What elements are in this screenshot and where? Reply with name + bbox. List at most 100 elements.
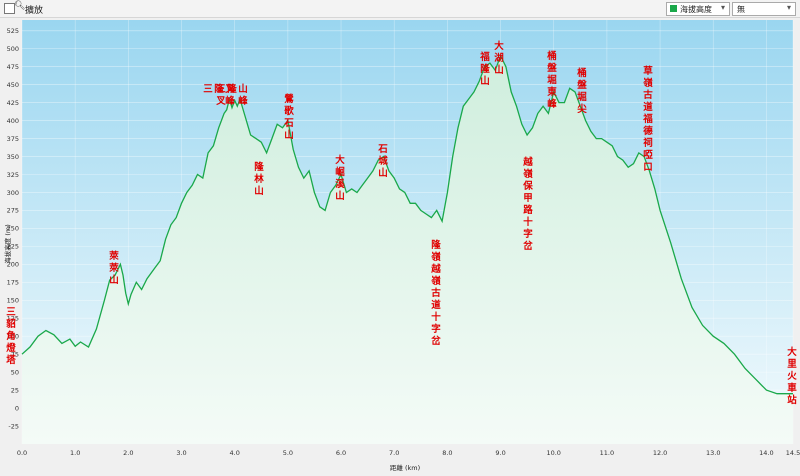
y-tick-label: 250 xyxy=(7,225,19,233)
y-tick-label: 525 xyxy=(7,27,19,35)
annotation-char: 十 xyxy=(431,311,441,323)
y-tick-label: 300 xyxy=(7,189,19,197)
y-tick-label: 500 xyxy=(7,45,19,53)
annotation-char: 甲 xyxy=(523,193,533,204)
annotation-char: 越 xyxy=(522,156,533,168)
y-tick-label: 375 xyxy=(7,135,19,143)
x-tick-label: 4.0 xyxy=(230,449,240,457)
elevation-area xyxy=(22,55,793,445)
x-tick-label: 11.0 xyxy=(600,449,614,457)
annotation-char: 隆 xyxy=(431,239,441,251)
annotation-char: 山 xyxy=(494,64,504,76)
annotation-char: 車 xyxy=(787,382,797,394)
zoom-label: 擴放 xyxy=(25,6,44,16)
x-axis-title: 距離 (km) xyxy=(390,463,420,472)
elevation-line xyxy=(21,54,793,395)
series-select-value: 海拔高度 xyxy=(680,5,712,14)
annotation-char: 十 xyxy=(523,216,533,228)
x-tick-label: 8.0 xyxy=(442,449,452,457)
annotation-char: 盤 xyxy=(576,79,587,91)
annotation-char: 火 xyxy=(787,371,797,382)
annotation-char: 大 xyxy=(494,40,504,52)
y-tick-label: 100 xyxy=(7,333,19,341)
annotation-char: 堀 xyxy=(547,74,557,86)
annotation-char: 峰 xyxy=(225,95,235,107)
annotation-char: 萊 xyxy=(108,262,119,274)
annotation-label: 石城山 xyxy=(377,144,388,179)
annotation-char: 山 xyxy=(378,167,388,179)
annotation-char: 鶯 xyxy=(284,93,294,105)
chevron-down-icon: ▾ xyxy=(786,3,791,12)
annotation-char: 貂 xyxy=(5,318,16,330)
annotation-char: 角 xyxy=(6,330,16,342)
annotation-char: 道 xyxy=(431,299,441,311)
annotation-label: 福隆山 xyxy=(479,51,490,87)
x-tick-label: 12.0 xyxy=(653,449,667,457)
annotation-char: 三 xyxy=(216,84,226,95)
annotation-char: 三 xyxy=(6,307,16,318)
x-tick-label: 7.0 xyxy=(389,449,399,457)
annotation-char: 山 xyxy=(335,190,345,202)
annotation-char: 湖 xyxy=(494,52,504,64)
y-tick-label: 350 xyxy=(7,153,19,161)
annotation-char: 東 xyxy=(546,86,557,98)
annotation-char: 嶺 xyxy=(430,275,441,287)
y-tick-label: 75 xyxy=(11,350,19,358)
secondary-select[interactable]: 無 ▾ xyxy=(732,2,796,16)
annotation-char: 里 xyxy=(787,359,797,370)
y-tick-label: 50 xyxy=(11,368,19,376)
annotation-char: 岔 xyxy=(523,240,533,252)
x-axis-ticks: 0.0 1.0 2.0 3.0 4.0 5.0 6.0 7.0 8.0 9.0 10.0 11.0 12… xyxy=(17,449,800,457)
annotation-char: 石 xyxy=(283,118,294,129)
x-tick-label: 14.5 xyxy=(786,449,800,457)
annotation-char: 山 xyxy=(254,185,264,197)
annotation-char: 峰 xyxy=(547,98,557,110)
annotation-char: 山 xyxy=(284,129,294,141)
y-tick-label: 125 xyxy=(7,315,19,323)
y-tick-label: 450 xyxy=(7,81,19,89)
annotation-char: 隆 xyxy=(227,83,237,95)
x-tick-label: 14.0 xyxy=(759,449,773,457)
annotation-char: 嶺 xyxy=(430,251,441,263)
annotation-char: 石 xyxy=(377,144,388,155)
annotation-label: 三叉隆 山峰 xyxy=(215,83,248,107)
annotation-char: 三 xyxy=(203,84,213,95)
x-tick-label: 10.0 xyxy=(546,449,560,457)
y-tick-label: 400 xyxy=(7,117,19,125)
y-axis-title: 海拔高度 (m) xyxy=(3,224,12,263)
annotation-char: 站 xyxy=(787,394,797,406)
annotation-char: 堀 xyxy=(577,91,587,103)
annotation-char: 隆 xyxy=(254,161,264,173)
x-tick-label: 0.0 xyxy=(17,449,27,457)
x-tick-label: 13.0 xyxy=(706,449,720,457)
y-tick-label: 175 xyxy=(7,279,19,287)
annotation-label: 三隆叉峰 xyxy=(203,83,235,107)
annotation-char: 口 xyxy=(643,162,653,173)
annotation-char: 桶 xyxy=(576,67,587,79)
annotation-char: 叉 xyxy=(215,96,226,107)
annotation-char: 山 xyxy=(480,75,490,87)
annotation-char: 桶 xyxy=(546,50,557,62)
annotation-char: 福 xyxy=(642,113,653,125)
series-select[interactable]: 海拔高度 ▾ xyxy=(666,2,730,16)
y-tick-label: -25 xyxy=(8,422,19,430)
annotation-char: 林 xyxy=(254,173,264,185)
annotation-char: 道 xyxy=(643,101,653,113)
series-color-swatch xyxy=(670,5,677,12)
annotation-char: 山 xyxy=(109,274,119,286)
annotation-char: 祠 xyxy=(643,137,653,149)
zoom-checkbox[interactable] xyxy=(4,3,15,14)
annotation-char: 啞 xyxy=(643,150,653,161)
y-tick-label: 425 xyxy=(7,99,19,107)
y-tick-label: 150 xyxy=(7,297,19,305)
annotation-char: 叉 xyxy=(224,84,235,95)
annotation-char: 崛 xyxy=(335,166,345,178)
x-tick-label: 3.0 xyxy=(176,449,186,457)
annotation-char: 大 xyxy=(335,154,345,166)
